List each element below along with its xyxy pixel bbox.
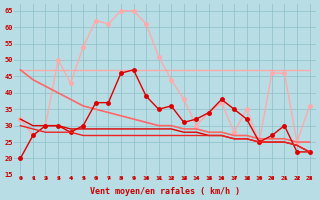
X-axis label: Vent moyen/en rafales ( km/h ): Vent moyen/en rafales ( km/h ) [90,187,240,196]
